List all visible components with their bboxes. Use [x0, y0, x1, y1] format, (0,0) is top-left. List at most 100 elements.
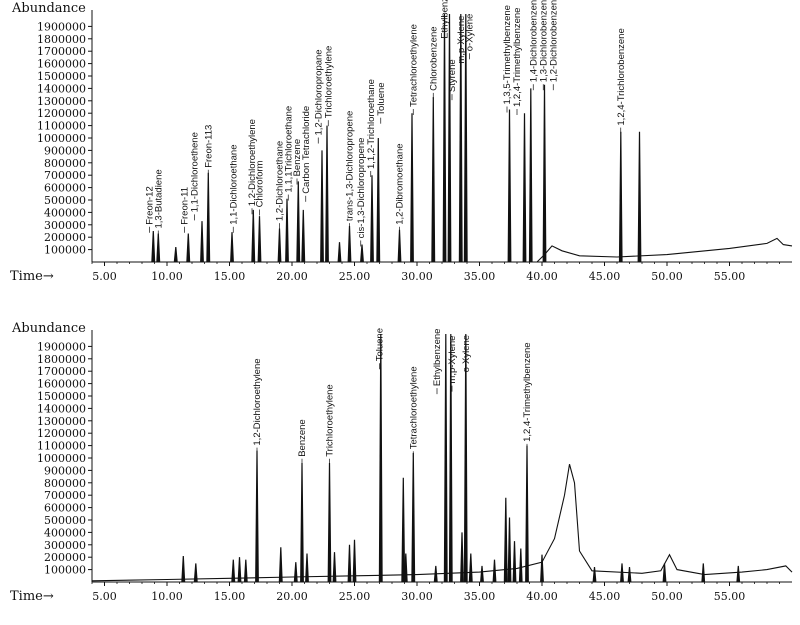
chromatogram-bottom: Abundance 100000 200000 300000 400000 500000 6… [0, 320, 800, 620]
chart-1-y-axis-title: Abundance [11, 321, 86, 336]
chart-0-peak-10 [285, 198, 289, 262]
chart-0-peak-5 [206, 172, 211, 262]
chart-1-peak-4 [243, 559, 248, 582]
chart-0-x-tick-label: 10.00 [151, 270, 183, 283]
chart-0-peak-label-11: Carbon Tetrachloride [301, 106, 312, 194]
chart-0-peak-30 [542, 84, 547, 262]
chart-0-peak-label-24: o-Xylene [465, 14, 476, 52]
chart-0-peak-8 [257, 216, 262, 262]
chart-1-peak-28 [512, 541, 517, 582]
chart-0-peak-label-19: Tetrachloroethylene [408, 24, 419, 107]
chart-0-peak-16 [347, 225, 352, 262]
chromatogram-top-svg: Abundance 1000002000003000004000005000006… [10, 0, 793, 284]
chart-1-y-tick-label: 100000 [44, 564, 86, 577]
chart-0-peak-27 [507, 109, 512, 262]
chart-1-y-tick-label: 1100000 [37, 440, 86, 453]
chart-0-peak-label-27: 1,4-Dichlorobenzene [528, 0, 539, 82]
chart-0-peak-11 [296, 181, 301, 262]
chart-1-peak-24 [480, 565, 484, 582]
chart-0-peak-label-18: 1,2-Dibromoethane [395, 143, 406, 224]
chart-0-x-tick-label: 20.00 [276, 270, 308, 283]
chart-1-peak-6 [278, 547, 283, 582]
chart-1-y-tick-label: 1700000 [37, 365, 86, 378]
chart-1-peak-5 [255, 450, 259, 582]
chart-0-y-tick-label: 200000 [44, 231, 86, 244]
chart-1-peak-30 [525, 445, 529, 582]
chart-0-x-tick-label: 40.00 [526, 270, 558, 283]
chart-0-peak-label-12: 1,2-Dichloropropane [313, 49, 324, 135]
chart-0-y-tick-label: 100000 [44, 244, 86, 257]
chart-1-peak-label-3: Toluene [375, 328, 386, 361]
chart-0-peak-0 [151, 230, 156, 262]
chart-1-x-tick-label: 15.00 [214, 590, 246, 603]
chart-0-peak-32 [637, 131, 642, 262]
chart-1-peak-23 [468, 553, 473, 582]
chart-0-x-tick-label: 50.00 [651, 270, 683, 283]
chart-0-peak-4 [200, 221, 204, 262]
chart-0-peak-3 [186, 233, 191, 262]
chart-0-y-tick-label: 400000 [44, 206, 86, 219]
chart-1-x-tick-label: 30.00 [401, 590, 433, 603]
chart-1-peak-18 [433, 565, 438, 582]
chart-1-y-tick-label: 500000 [44, 514, 86, 527]
chart-1-y-tick-label: 1200000 [37, 427, 86, 440]
chart-1-y-tick-label: 1000000 [37, 452, 86, 465]
chart-0-peak-label-29: 1,2-Dichlorobenzene [548, 0, 559, 82]
chart-1-peak-label-7: o-Xylene [461, 335, 472, 373]
chart-1-x-tick-label: 35.00 [464, 590, 496, 603]
chart-0-peak-26 [463, 13, 468, 262]
chart-1-x-axis-title: Time→ [10, 589, 54, 604]
chart-0-peak-29 [528, 88, 533, 262]
chart-1-peak-20 [448, 333, 453, 582]
chart-0-y-tick-label: 800000 [44, 157, 86, 170]
chart-0-y-tick-label: 1500000 [37, 70, 86, 83]
chart-1-peak-label-1: Benzene [297, 419, 308, 457]
chart-1-peak-25 [492, 559, 497, 582]
chart-0-y-axis-title: Abundance [11, 1, 86, 16]
chart-1-peak-9 [305, 553, 309, 582]
chart-0-peak-13 [320, 150, 324, 262]
chart-1-peak-19 [443, 333, 448, 582]
chart-0-peak-label-7: Chloroform [255, 160, 266, 207]
chart-0-y-tick-label: 1900000 [37, 20, 86, 33]
chart-1-peak-label-8: 1,2,4-Trimethylbenzene [522, 342, 533, 441]
chart-0-peak-label-26: 1,2,4-Trimethylbenzene [512, 8, 523, 107]
chart-1-x-tick-label: 10.00 [151, 590, 183, 603]
chart-0-x-tick-label: 35.00 [464, 270, 496, 283]
chart-0-peak-label-1: 1,3-Butadiene [153, 169, 164, 228]
chart-0-peak-6 [230, 232, 234, 262]
chart-0-y-tick-label: 1700000 [37, 45, 86, 58]
chart-0-y-tick-label: 700000 [44, 169, 86, 182]
chart-0-peak-label-22: Styrene [447, 59, 458, 92]
chart-1-peak-16 [403, 553, 408, 582]
chart-0-y-tick-label: 1200000 [37, 107, 86, 120]
chart-0-peak-label-28: 1,3-Dichlorobenzene [538, 0, 549, 82]
chart-0-peak-label-14: trans-1,3-Dichloropropene [345, 111, 356, 221]
chart-1-peak-10 [327, 462, 332, 582]
chart-0-peak-14 [325, 125, 329, 262]
chart-0-x-tick-label: 5.00 [92, 270, 117, 283]
chart-1-peak-13 [352, 539, 357, 582]
chart-1-peak-label-5: Ethylbenzene [432, 329, 443, 387]
chart-1-peak-1 [193, 563, 198, 582]
chromatogram-bottom-svg: Abundance 1000002000003000004000005000006… [10, 321, 793, 604]
chart-0-peak-label-9: 1,1,1Trichloroethane [283, 106, 294, 193]
chart-0-y-tick-label: 900000 [44, 144, 86, 157]
chart-0-peak-label-23: m,p-Xylene [456, 16, 467, 64]
chart-0-peak-label-3: 1,1-Dichloroethene [190, 132, 201, 212]
chart-1-y-tick-label: 300000 [44, 539, 86, 552]
chart-0-y-tick-label: 500000 [44, 194, 86, 207]
chart-0-peak-label-4: Freon-113 [203, 125, 214, 168]
chart-0-peak-label-6: 1,2-Dichloroethylene [247, 119, 258, 206]
chart-0-peak-17 [360, 244, 364, 262]
chart-1-peak-15 [401, 477, 406, 582]
chart-1-peak-31 [540, 554, 544, 582]
chart-0-peak-label-17: Toluene [376, 82, 387, 115]
chart-1-peak-34 [627, 567, 632, 582]
chart-0-peak-label-10: Benzene [292, 139, 303, 177]
chart-0-y-tick-label: 1100000 [37, 120, 86, 133]
chart-0-peak-label-16: 1,1,2-Trichloroethane [366, 79, 377, 169]
chart-1-y-tick-label: 1900000 [37, 340, 86, 353]
chart-0-peak-20 [397, 229, 402, 262]
chart-1-y-tick-label: 1300000 [37, 415, 86, 428]
